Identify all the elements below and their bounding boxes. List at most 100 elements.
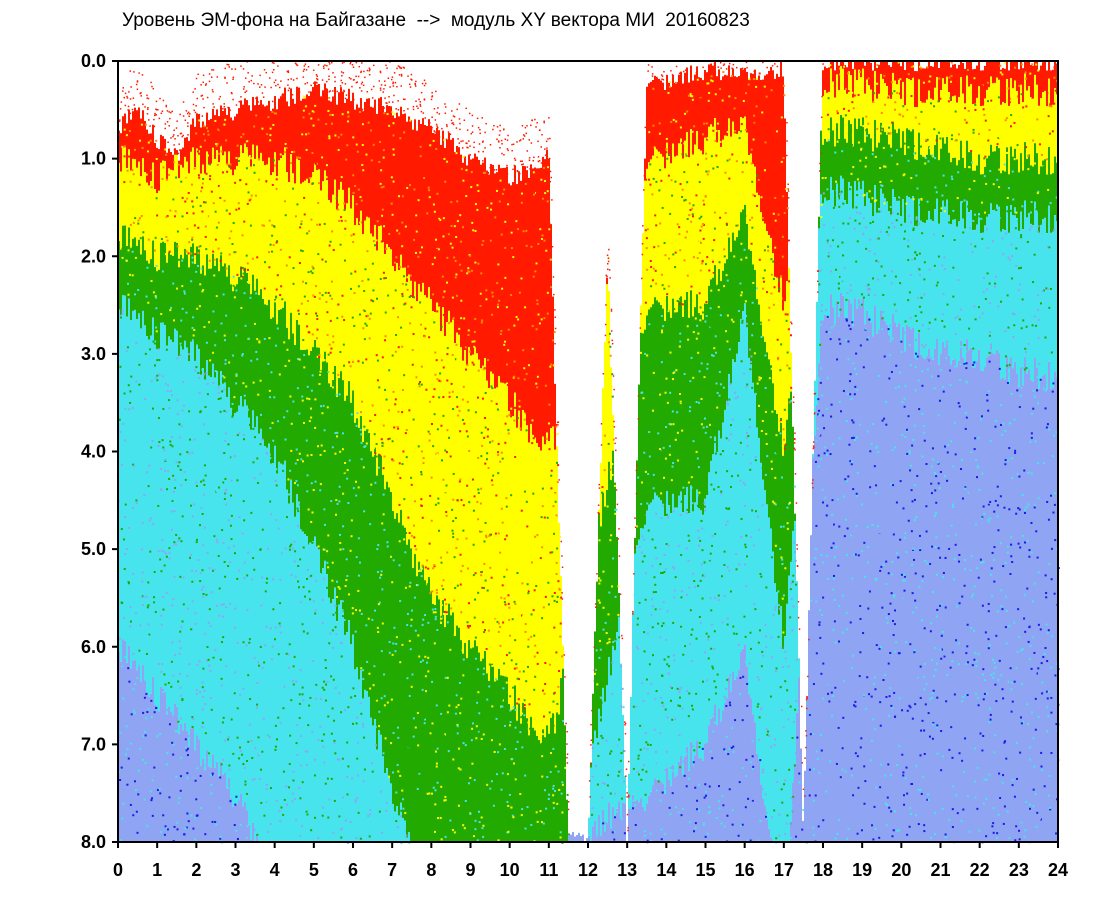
heatmap-column-band bbox=[830, 117, 832, 177]
heatmap-column-band bbox=[370, 233, 372, 452]
heatmap-speckle bbox=[879, 831, 882, 834]
heatmap-column-band bbox=[540, 450, 542, 744]
heatmap-speckle bbox=[467, 626, 470, 629]
heatmap-speckle bbox=[533, 193, 536, 196]
heatmap-speckle bbox=[258, 786, 261, 789]
heatmap-column-band bbox=[730, 251, 732, 384]
heatmap-speckle bbox=[1008, 447, 1011, 450]
heatmap-column-band bbox=[450, 322, 452, 616]
heatmap-speckle bbox=[236, 707, 239, 710]
heatmap-column-band bbox=[980, 233, 982, 371]
heatmap-speckle bbox=[413, 188, 416, 191]
heatmap-speckle bbox=[650, 613, 653, 616]
heatmap-speckle bbox=[238, 757, 241, 760]
heatmap-column-band bbox=[210, 268, 212, 378]
heatmap-speckle bbox=[1041, 775, 1044, 778]
heatmap-speckle bbox=[379, 690, 382, 693]
heatmap-speckle bbox=[178, 537, 181, 540]
heatmap-speckle bbox=[176, 357, 179, 360]
heatmap-column-band bbox=[166, 345, 168, 715]
heatmap-column-band bbox=[1042, 219, 1044, 376]
heatmap-speckle bbox=[309, 696, 312, 699]
heatmap-column-band bbox=[660, 781, 662, 842]
heatmap-column-band bbox=[796, 712, 798, 842]
heatmap-speckle bbox=[321, 162, 324, 165]
heatmap-speckle bbox=[664, 708, 667, 711]
heatmap-speckle bbox=[401, 468, 404, 471]
heatmap-column-band bbox=[670, 317, 672, 514]
heatmap-speckle bbox=[338, 219, 341, 222]
heatmap-column-band bbox=[170, 339, 172, 712]
heatmap-speckle bbox=[194, 838, 197, 841]
heatmap-speckle bbox=[541, 733, 544, 736]
heatmap-speckle bbox=[1036, 130, 1039, 133]
heatmap-speckle bbox=[774, 189, 777, 192]
heatmap-speckle bbox=[385, 389, 388, 392]
heatmap-speckle bbox=[879, 701, 882, 704]
heatmap-speckle bbox=[395, 274, 398, 277]
heatmap-column-band bbox=[938, 101, 940, 161]
heatmap-speckle bbox=[1015, 247, 1018, 250]
heatmap-column-band bbox=[896, 61, 898, 85]
heatmap-speckle bbox=[297, 312, 300, 315]
heatmap-column-band bbox=[814, 435, 816, 842]
heatmap-column-band bbox=[606, 490, 608, 686]
heatmap-speckle bbox=[558, 670, 561, 673]
heatmap-column-band bbox=[666, 767, 668, 842]
heatmap-speckle bbox=[415, 376, 418, 379]
heatmap-column-band bbox=[410, 548, 412, 842]
heatmap-column-band bbox=[714, 265, 716, 437]
heatmap-column-band bbox=[708, 126, 710, 286]
heatmap-speckle bbox=[381, 444, 384, 447]
heatmap-column-band bbox=[328, 597, 330, 842]
heatmap-column-band bbox=[316, 170, 318, 348]
heatmap-speckle bbox=[987, 599, 990, 602]
heatmap-speckle bbox=[147, 238, 150, 241]
heatmap-column-band bbox=[820, 320, 822, 843]
heatmap-column-band bbox=[262, 439, 264, 842]
heatmap-speckle bbox=[304, 468, 307, 471]
heatmap-column-band bbox=[774, 583, 776, 842]
heatmap-column-band bbox=[852, 208, 854, 326]
heatmap-column-band bbox=[510, 185, 512, 418]
heatmap-speckle bbox=[405, 532, 408, 535]
heatmap-column-band bbox=[352, 634, 354, 842]
heatmap-speckle bbox=[237, 155, 240, 158]
heatmap-column-band bbox=[688, 82, 690, 158]
heatmap-column-band bbox=[720, 282, 722, 439]
heatmap-column-band bbox=[702, 319, 704, 515]
heatmap-speckle bbox=[194, 622, 197, 625]
heatmap-column-band bbox=[878, 329, 880, 842]
heatmap-speckle bbox=[832, 542, 835, 545]
heatmap-column-band bbox=[706, 495, 708, 743]
heatmap-column-band bbox=[1050, 389, 1052, 842]
heatmap-speckle bbox=[363, 510, 366, 513]
heatmap-speckle bbox=[746, 322, 749, 325]
heatmap-column-band bbox=[248, 417, 250, 825]
heatmap-speckle bbox=[950, 440, 953, 443]
heatmap-column-band bbox=[990, 345, 992, 842]
heatmap-speckle bbox=[397, 728, 400, 731]
heatmap-column-band bbox=[986, 216, 988, 358]
heatmap-speckle bbox=[165, 348, 168, 351]
heatmap-column-band bbox=[686, 132, 688, 292]
heatmap-column-band bbox=[1052, 104, 1054, 174]
heatmap-column-band bbox=[712, 65, 714, 127]
heatmap-column-band bbox=[458, 627, 460, 842]
heatmap-speckle bbox=[902, 771, 905, 774]
heatmap-speckle bbox=[812, 691, 815, 694]
heatmap-column-band bbox=[710, 718, 712, 842]
heatmap-column-band bbox=[408, 539, 410, 833]
heatmap-column-band bbox=[184, 156, 186, 249]
heatmap-speckle bbox=[288, 548, 291, 551]
heatmap-column-band bbox=[926, 356, 928, 842]
heatmap-speckle bbox=[274, 748, 277, 751]
heatmap-column-band bbox=[356, 218, 358, 419]
heatmap-column-band bbox=[900, 147, 902, 217]
heatmap-column-band bbox=[232, 416, 234, 807]
heatmap-speckle bbox=[757, 641, 760, 644]
heatmap-speckle bbox=[967, 414, 970, 417]
heatmap-speckle bbox=[643, 370, 646, 373]
heatmap-speckle bbox=[895, 552, 898, 555]
heatmap-speckle bbox=[246, 608, 249, 611]
